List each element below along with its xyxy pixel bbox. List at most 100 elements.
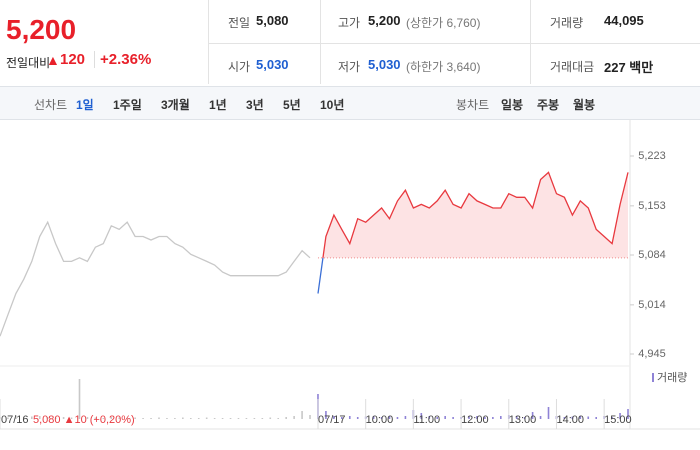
tab-label: 봉차트 — [456, 98, 490, 112]
volume-bar — [309, 415, 311, 419]
tab-label: 선차트 — [34, 98, 68, 112]
tab[interactable]: 3개월 — [161, 98, 190, 112]
stats: 전일 5,080 고가 5,200 (상한가 6,760) 거래량 44,095 시가 5,03… — [208, 0, 700, 84]
tab[interactable]: 1일 — [76, 98, 94, 112]
volume-bar — [150, 418, 152, 419]
x-tick-label: 14:00 — [556, 414, 584, 426]
x-tick-label: 10:00 — [366, 414, 394, 426]
y-tick-label: 5,153 — [638, 200, 666, 212]
volume-bar — [78, 379, 81, 419]
volume-bar — [94, 417, 97, 419]
volume-bar — [515, 416, 518, 419]
volume-bar — [205, 417, 208, 419]
x-tick-label: 12:00 — [461, 414, 489, 426]
y-tick-label: 5,084 — [638, 249, 666, 261]
volume-bar — [237, 418, 240, 419]
prev-summary: 5,080 ▲10 (+0,20%) — [33, 414, 135, 426]
volume-bar — [86, 417, 89, 419]
price-line — [322, 171, 629, 258]
volume-bar — [436, 417, 439, 419]
volume-bar — [38, 416, 41, 419]
volume-bar — [229, 418, 232, 419]
y-tick-label: 5,223 — [638, 150, 666, 162]
x-tick-label: 15:00 — [604, 414, 632, 426]
volume-bar — [539, 416, 542, 419]
volume-bar — [277, 418, 280, 419]
volume-bar — [197, 418, 200, 419]
price-line — [0, 220, 311, 337]
y-tick-label: 5,014 — [638, 299, 666, 311]
x-tick-label: 11:00 — [413, 414, 440, 426]
x-tick-label: 07/17 — [318, 414, 346, 426]
volume-bar — [46, 417, 49, 419]
x-tick-label: 13:00 — [509, 414, 537, 426]
tab[interactable]: 10년 — [320, 98, 345, 112]
tab[interactable]: 3년 — [246, 98, 264, 112]
volume-bar — [341, 417, 343, 419]
price: 5,200 — [6, 14, 77, 45]
stat-value: 5,080 — [256, 13, 289, 28]
volume-bar — [611, 417, 613, 419]
stat-label: 저가 — [338, 60, 361, 74]
volume-bar — [54, 417, 57, 419]
stat-value: 44,095 — [604, 13, 644, 28]
tab[interactable]: 1주일 — [113, 98, 142, 112]
stat-label: 고가 — [338, 16, 361, 30]
volume-bar — [500, 416, 502, 419]
stat-note: (상한가 6,760) — [406, 16, 481, 30]
volume-bar — [70, 417, 73, 419]
volume-bar — [213, 418, 216, 419]
tab[interactable]: 월봉 — [573, 98, 596, 112]
legend-swatch — [652, 373, 654, 382]
tab[interactable]: 일봉 — [501, 98, 524, 112]
change-pct: +2.36% — [94, 51, 151, 68]
change: 120 — [60, 51, 86, 68]
volume-bar — [15, 416, 17, 419]
stat-value: 5,200 — [368, 13, 401, 28]
volume-bar — [253, 418, 256, 419]
volume-bar — [293, 416, 295, 419]
volume-bar — [269, 417, 272, 419]
volume-bar — [62, 417, 65, 419]
tab[interactable]: 1년 — [209, 98, 227, 112]
stat-value: 5,030 — [256, 57, 289, 72]
volume-bar — [261, 418, 264, 419]
volume-bar — [452, 417, 454, 419]
volume-bar — [7, 417, 9, 419]
legend-label: 거래량 — [657, 371, 687, 384]
volume-bar — [619, 413, 621, 419]
volume-bar — [523, 417, 526, 419]
stat-label: 거래량 — [550, 16, 584, 30]
volume-bar — [396, 417, 399, 419]
tab[interactable]: 5년 — [283, 98, 301, 112]
volume-bar — [285, 417, 287, 419]
volume-bar — [547, 407, 550, 419]
volume-bar — [380, 417, 383, 419]
volume-bar — [166, 418, 168, 419]
stat-label: 거래대금 — [550, 60, 595, 74]
volume-bar — [444, 416, 446, 419]
volume-bar — [484, 417, 486, 419]
change-label: 전일대비 — [6, 56, 51, 70]
volume-bar — [492, 417, 494, 419]
volume-bar — [348, 416, 351, 419]
stat-label: 시가 — [228, 60, 251, 74]
volume-bar — [189, 418, 192, 419]
volume-bar — [571, 416, 574, 419]
y-tick-label: 4,945 — [638, 348, 666, 360]
tab[interactable]: 주봉 — [537, 98, 560, 112]
volume-bar — [245, 418, 248, 419]
col-divider — [320, 0, 321, 84]
volume-bar — [174, 418, 176, 419]
volume-bar — [595, 417, 598, 419]
volume-bar — [333, 416, 335, 419]
volume-bar — [182, 417, 184, 419]
volume-bar — [126, 418, 128, 419]
stat-note: (하한가 3,640) — [406, 60, 481, 74]
volume-bar — [23, 417, 25, 419]
change-arrow: ▲ — [46, 52, 60, 68]
area — [322, 172, 628, 258]
volume-bar — [356, 417, 359, 419]
volume-bar — [325, 411, 327, 419]
